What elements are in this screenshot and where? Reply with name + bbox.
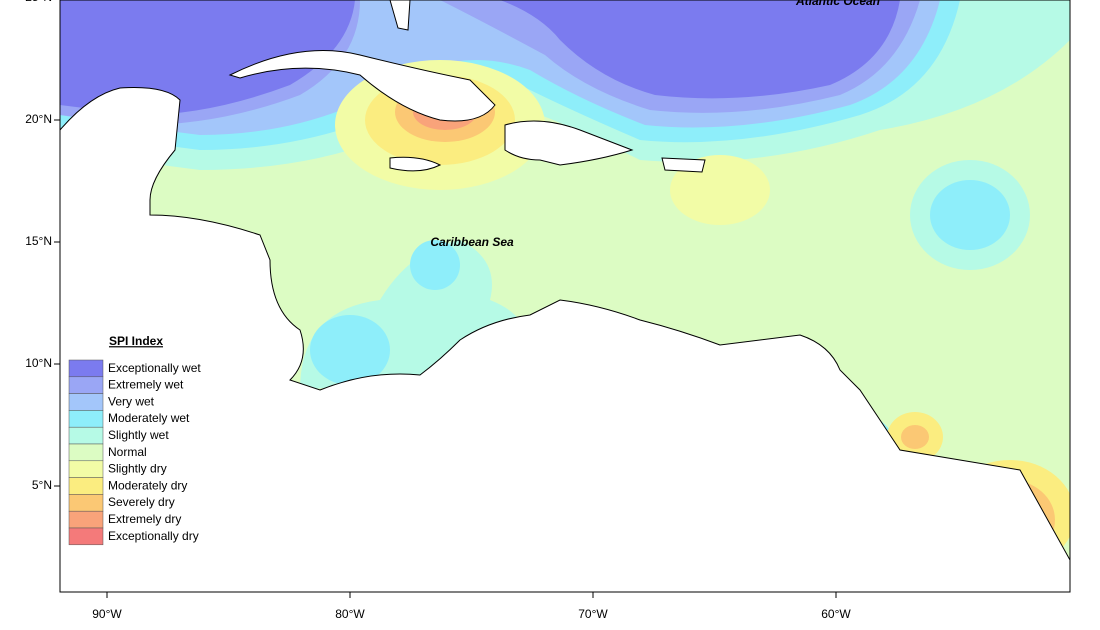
legend-label: Very wet: [108, 394, 155, 408]
legend-label: Slightly dry: [108, 462, 167, 476]
legend-swatch: [68, 426, 104, 445]
legend-label: Moderately wet: [108, 411, 190, 425]
y-tick-label: 20°N: [25, 112, 52, 126]
legend-label: Moderately dry: [108, 478, 187, 492]
axes: 25°N 20°N 15°N 10°N 5°N 90°W 80°W 70°W 60°W: [25, 0, 851, 621]
legend-label: Exceptionally wet: [108, 361, 201, 375]
legend-swatch: [68, 443, 104, 462]
legend-swatch: [68, 359, 104, 378]
land-mainland: [60, 87, 1070, 592]
ocean-label: Atlantic Ocean: [795, 0, 880, 8]
x-tick-label: 90°W: [92, 607, 122, 621]
legend: Exceptionally wet Extremely wet Very wet Mo…: [68, 359, 201, 546]
wet-blob: [930, 180, 1010, 250]
wet-blob: [310, 315, 390, 385]
sea-label: Caribbean Sea: [430, 235, 514, 249]
legend-swatch: [68, 477, 104, 495]
y-tick-label: 5°N: [32, 478, 52, 492]
wet-blob: [410, 240, 460, 290]
land-hispaniola: [504, 120, 634, 166]
legend-label: Severely dry: [108, 495, 175, 509]
x-tick-label: 60°W: [821, 607, 851, 621]
legend-swatch: [68, 376, 104, 394]
legend-label: Normal: [108, 445, 147, 459]
y-tick-label: 15°N: [25, 234, 52, 248]
legend-swatch: [68, 527, 104, 546]
dry-blob: [901, 425, 929, 449]
y-tick-label: 25°N: [25, 0, 52, 4]
legend-swatch: [68, 410, 104, 428]
legend-swatch: [68, 393, 104, 411]
land-florida: [389, 0, 411, 31]
land-jamaica: [389, 156, 442, 172]
exceptionally-wet-area: [60, 0, 900, 115]
spi-field: [60, 0, 1070, 592]
legend-label: Extremely dry: [108, 512, 181, 526]
legend-swatch: [68, 460, 104, 478]
y-tick-label: 10°N: [25, 356, 52, 370]
legend-title: SPI Index: [109, 334, 163, 348]
land-puerto-rico: [661, 157, 706, 173]
x-tick-label: 70°W: [578, 607, 608, 621]
legend-label: Slightly wet: [108, 428, 169, 442]
legend-label: Exceptionally dry: [108, 529, 199, 543]
land-cuba: [228, 50, 496, 122]
x-tick-label: 80°W: [335, 607, 365, 621]
legend-label: Extremely wet: [108, 378, 184, 392]
map-frame: [59, 0, 1071, 593]
legend-swatch: [68, 510, 104, 529]
legend-swatch: [68, 494, 104, 512]
dry-blob: [670, 155, 770, 225]
